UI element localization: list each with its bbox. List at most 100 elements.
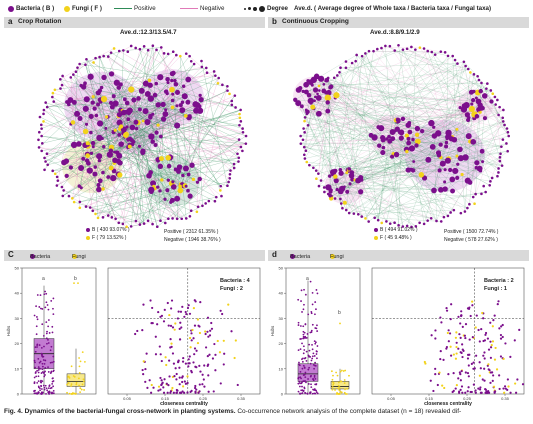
bacteria-node <box>312 166 315 170</box>
fungi-node <box>303 119 306 123</box>
bacteria-point <box>300 389 303 392</box>
network-edge <box>298 89 347 173</box>
bacteria-point <box>499 337 503 340</box>
bacteria-point <box>178 383 181 386</box>
bacteria-node <box>117 221 121 225</box>
bacteria-node <box>397 43 400 47</box>
bacteria-point <box>306 333 309 335</box>
bacteria-point <box>429 379 432 382</box>
fungi-point <box>502 357 505 360</box>
network-edge <box>172 146 242 219</box>
bacteria-point <box>40 384 42 387</box>
bacteria-node <box>160 101 166 108</box>
fungi-node <box>455 127 459 131</box>
bacteria-node <box>439 50 443 53</box>
bacteria-point <box>302 330 305 333</box>
bacteria-point <box>450 303 453 306</box>
bacteria-node <box>480 192 483 196</box>
fungi-point <box>204 330 207 333</box>
bacteria-point <box>36 318 39 321</box>
bacteria-node <box>61 194 65 198</box>
fungi-node <box>324 94 332 101</box>
bacteria-node <box>144 118 151 126</box>
network-edge <box>85 165 193 207</box>
fungi-point <box>142 360 145 363</box>
network-edge <box>42 117 151 144</box>
network-edge <box>183 86 240 118</box>
bacteria-node <box>377 143 382 148</box>
network-edge <box>427 51 466 158</box>
bacteria-node <box>314 169 318 172</box>
bacteria-point <box>34 392 37 395</box>
bacteria-node <box>117 49 121 53</box>
fungi-point <box>334 389 336 391</box>
network-edge <box>295 99 359 215</box>
bacteria-node <box>401 225 405 228</box>
network-edge <box>408 104 481 139</box>
bacteria-point <box>47 391 50 394</box>
bacteria-node <box>301 89 305 94</box>
bacteria-node <box>493 95 497 99</box>
fungi-node <box>342 200 347 205</box>
bacteria-node <box>129 44 133 48</box>
bacteria-point <box>40 372 43 374</box>
bacteria-node <box>466 206 469 210</box>
network-edge <box>438 152 471 183</box>
fungi-point <box>164 356 167 359</box>
bacteria-point <box>481 378 484 381</box>
network-edge <box>373 50 446 53</box>
network-edge <box>358 121 504 181</box>
bacteria-node <box>171 217 174 220</box>
bacteria-point <box>52 297 55 300</box>
bacteria-point <box>51 331 54 334</box>
bacteria-node <box>295 87 302 93</box>
bacteria-point <box>479 386 482 389</box>
bacteria-node <box>233 94 237 97</box>
bacteria-node <box>436 153 442 158</box>
bacteria-node <box>137 144 142 148</box>
bacteria-node <box>70 141 78 149</box>
bacteria-node <box>347 167 351 171</box>
bacteria-node <box>393 49 397 52</box>
bacteria-node <box>163 197 167 201</box>
bacteria-point <box>302 357 304 360</box>
bacteria-point <box>198 325 201 328</box>
network-edge <box>394 50 469 70</box>
panel-b-stat-f: F ( 45 9.48% ) <box>374 235 412 241</box>
bacteria-node <box>422 222 426 226</box>
fungi-point <box>67 375 70 378</box>
legend-degree-label: Degree <box>267 5 288 12</box>
bacteria-node <box>72 73 75 76</box>
bacteria-node <box>71 99 77 105</box>
bacteria-point <box>222 363 225 366</box>
bacteria-node <box>474 192 477 196</box>
fungi-point <box>196 318 200 321</box>
bacteria-node <box>412 160 416 163</box>
bacteria-node <box>96 186 102 193</box>
network-edge <box>55 72 208 174</box>
network-edge <box>302 139 439 153</box>
bacteria-point <box>445 309 449 312</box>
bacteria-point <box>194 300 197 303</box>
bacteria-node <box>38 115 42 119</box>
fungi-node <box>468 105 475 113</box>
network-edge <box>306 109 455 140</box>
bacteria-dot-icon <box>8 5 14 12</box>
network-edge <box>368 51 432 53</box>
bacteria-node <box>90 100 95 105</box>
network-edge <box>163 104 196 120</box>
bacteria-node <box>134 46 137 50</box>
bacteria-point <box>160 379 163 382</box>
bacteria-point <box>52 392 55 395</box>
fungi-node <box>405 149 409 154</box>
bacteria-node <box>460 106 468 113</box>
network-edge <box>318 54 436 187</box>
bacteria-node <box>96 153 103 160</box>
bacteria-node <box>501 116 505 120</box>
bacteria-point <box>504 387 507 390</box>
bacteria-node <box>37 146 41 149</box>
bacteria-point <box>40 391 43 394</box>
bacteria-node <box>182 165 189 172</box>
bacteria-point <box>302 364 305 367</box>
